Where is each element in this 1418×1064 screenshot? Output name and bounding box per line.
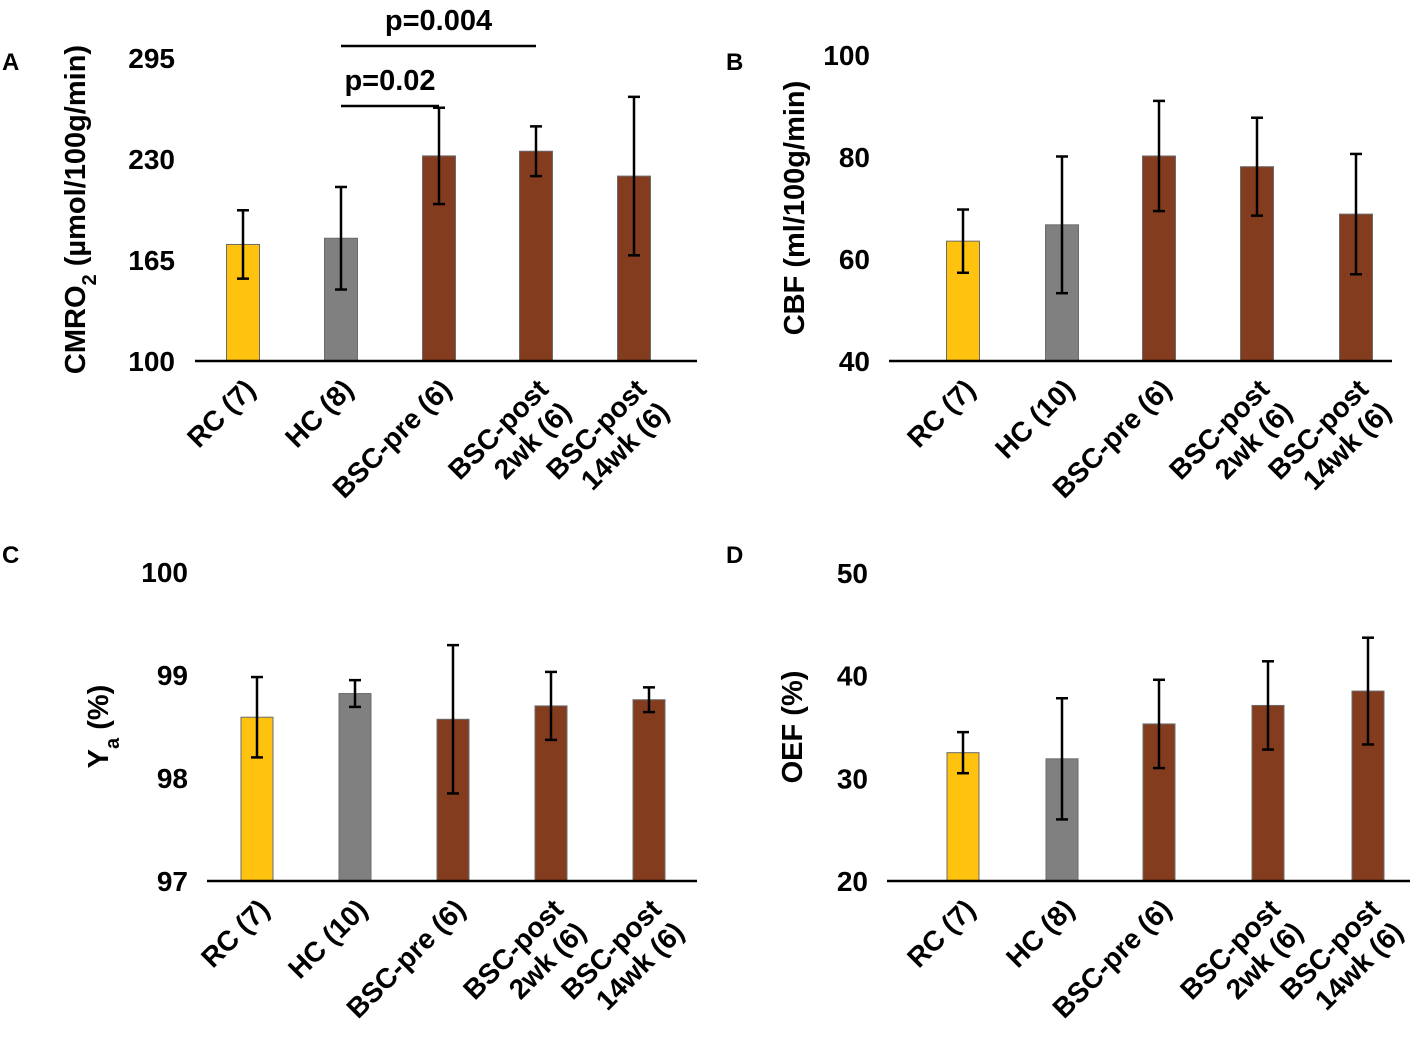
x-category-label: BSC-post14wk (6) <box>540 373 675 508</box>
y-tick-label: 40 <box>839 346 870 377</box>
panel-a: A 100 165 230 295 CMRO2 (µmol/100g/min) RC (7)… <box>2 5 697 508</box>
x-category-label: BSC-post14wk (6) <box>1274 893 1409 1028</box>
panel-b: B 40 60 80 100 CBF (ml/100g/min) RC (7) HC (10)… <box>726 40 1397 508</box>
x-category-label: BSC-post14wk (6) <box>555 893 690 1028</box>
x-category-label: BSC-post2wk (6) <box>442 373 577 508</box>
y-tick-label: 99 <box>157 660 188 691</box>
y-tick-label: 295 <box>128 43 175 74</box>
y-tick-label: 100 <box>823 40 870 71</box>
x-category-label: BSC-post2wk (6) <box>1163 373 1298 508</box>
x-category-label: BSC-post2wk (6) <box>1174 893 1309 1028</box>
y-tick-label: 165 <box>128 245 175 276</box>
y-tick-label: 20 <box>837 866 868 897</box>
y-tick-label: 80 <box>839 142 870 173</box>
x-category-label: BSC-post14wk (6) <box>1262 373 1397 508</box>
significance-label: p=0.004 <box>385 5 492 37</box>
y-axis-label: CBF (ml/100g/min) <box>779 81 811 336</box>
y-tick-label: 50 <box>837 558 868 589</box>
y-tick-label: 97 <box>157 866 188 897</box>
x-category-label: RC (7) <box>901 893 981 973</box>
y-tick-label: 60 <box>839 244 870 275</box>
x-category-label: HC (10) <box>282 893 373 984</box>
x-category-label: RC (7) <box>181 373 261 453</box>
bar <box>632 699 666 882</box>
x-category-label: BSC-post2wk (6) <box>457 893 592 1028</box>
x-category-label: HC (8) <box>1000 893 1080 973</box>
y-axis-label: Ya (%) <box>83 685 124 769</box>
panel-letter: D <box>726 542 743 569</box>
bar <box>519 150 553 362</box>
y-tick-label: 30 <box>837 763 868 794</box>
y-tick-label: 98 <box>157 763 188 794</box>
y-tick-label: 230 <box>128 144 175 175</box>
panel-letter: C <box>2 542 19 569</box>
y-tick-label: 40 <box>837 661 868 692</box>
y-tick-label: 100 <box>141 557 188 588</box>
panel-letter: B <box>726 49 743 76</box>
panel-letter: A <box>2 49 19 76</box>
significance-label: p=0.02 <box>344 65 435 97</box>
y-axis-label: CMRO2 (µmol/100g/min) <box>60 45 101 374</box>
y-tick-label: 100 <box>128 346 175 377</box>
x-category-label: RC (7) <box>901 373 981 453</box>
y-axis-label: OEF (%) <box>777 671 809 784</box>
x-category-label: HC (10) <box>989 373 1080 464</box>
x-category-label: RC (7) <box>195 893 275 973</box>
x-category-label: HC (8) <box>279 373 359 453</box>
bar <box>338 693 372 882</box>
